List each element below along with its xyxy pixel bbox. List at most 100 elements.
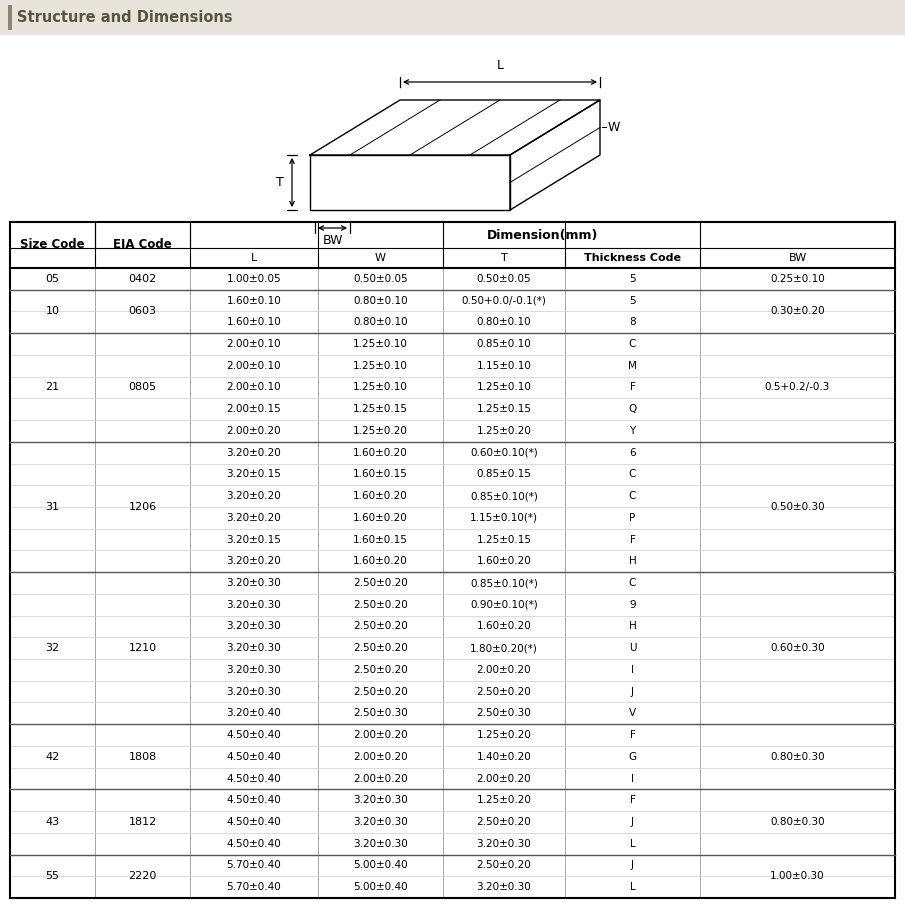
Text: 2.00±0.15: 2.00±0.15 [226,405,281,414]
Text: 5.00±0.40: 5.00±0.40 [353,882,408,892]
Text: 6: 6 [629,448,636,458]
Text: 0.50+0.0/-0.1(*): 0.50+0.0/-0.1(*) [462,296,547,306]
Text: 2.00±0.20: 2.00±0.20 [353,774,408,784]
Text: 2.00±0.20: 2.00±0.20 [353,730,408,740]
Text: Size Code: Size Code [20,239,85,252]
Text: 5.70±0.40: 5.70±0.40 [226,861,281,871]
Text: 0.25±0.10: 0.25±0.10 [770,274,824,284]
Text: 4.50±0.40: 4.50±0.40 [226,730,281,740]
Text: 1.80±0.20(*): 1.80±0.20(*) [470,643,538,653]
Text: 1.60±0.15: 1.60±0.15 [353,470,408,480]
Text: L: L [497,59,503,72]
Text: 4.50±0.40: 4.50±0.40 [226,795,281,805]
Text: Thickness Code: Thickness Code [584,253,681,263]
Text: J: J [631,861,634,871]
Text: 5: 5 [629,296,636,306]
Text: BW: BW [322,234,343,247]
Text: 0.30±0.20: 0.30±0.20 [770,307,824,317]
Text: 1.60±0.10: 1.60±0.10 [226,318,281,328]
Text: 3.20±0.30: 3.20±0.30 [226,687,281,697]
Text: I: I [631,774,634,784]
Text: 1.40±0.20: 1.40±0.20 [477,752,531,762]
Text: EIA Code: EIA Code [113,239,172,252]
Text: 5: 5 [629,274,636,284]
Text: 3.20±0.20: 3.20±0.20 [226,557,281,567]
Text: 3.20±0.30: 3.20±0.30 [353,795,408,805]
Text: 2.00±0.20: 2.00±0.20 [477,774,531,784]
Text: 1.25±0.20: 1.25±0.20 [477,795,531,805]
Text: Structure and Dimensions: Structure and Dimensions [17,10,233,25]
Text: 2.50±0.20: 2.50±0.20 [353,600,408,610]
Text: 3.20±0.20: 3.20±0.20 [226,513,281,523]
Text: C: C [629,470,636,480]
Text: L: L [630,839,635,849]
Text: 4.50±0.40: 4.50±0.40 [226,839,281,849]
Text: M: M [628,361,637,371]
Text: 0603: 0603 [129,307,157,317]
Text: 0.60±0.10(*): 0.60±0.10(*) [470,448,538,458]
Text: 0805: 0805 [129,383,157,393]
Text: 55: 55 [45,872,60,881]
Text: 1.60±0.15: 1.60±0.15 [353,535,408,545]
Text: Q: Q [628,405,636,414]
Text: V: V [629,709,636,719]
Text: 2.00±0.20: 2.00±0.20 [353,752,408,762]
Text: 1.25±0.10: 1.25±0.10 [477,383,531,393]
Text: 1210: 1210 [129,643,157,653]
Text: L: L [251,253,257,263]
Text: 4.50±0.40: 4.50±0.40 [226,752,281,762]
Bar [0,0,905,35]
Text: 4.50±0.40: 4.50±0.40 [226,817,281,827]
Text: 2.50±0.20: 2.50±0.20 [353,578,408,588]
Text: H: H [629,557,636,567]
Text: 3.20±0.30: 3.20±0.30 [226,643,281,653]
Text: 0.80±0.30: 0.80±0.30 [770,752,824,762]
Text: F: F [630,535,635,545]
Text: BW: BW [788,253,806,263]
Text: 0402: 0402 [129,274,157,284]
Text: G: G [628,752,636,762]
Text: 1.25±0.10: 1.25±0.10 [353,383,408,393]
Text: 1.25±0.15: 1.25±0.15 [477,535,531,545]
Text: 1.15±0.10(*): 1.15±0.10(*) [470,513,538,523]
Text: 2.50±0.20: 2.50±0.20 [353,665,408,675]
Text: 1.15±0.10: 1.15±0.10 [477,361,531,371]
Text: 1.00±0.05: 1.00±0.05 [226,274,281,284]
Text: P: P [629,513,635,523]
Text: 2.50±0.30: 2.50±0.30 [353,709,408,719]
Text: Dimension(mm): Dimension(mm) [487,228,598,242]
Text: 10: 10 [45,307,60,317]
Text: 1.25±0.10: 1.25±0.10 [353,361,408,371]
Text: 2.00±0.20: 2.00±0.20 [226,426,281,436]
Text: 1808: 1808 [129,752,157,762]
Text: 3.20±0.30: 3.20±0.30 [226,600,281,610]
Text: 1.25±0.15: 1.25±0.15 [477,405,531,414]
Text: 1.25±0.20: 1.25±0.20 [353,426,408,436]
Text: 05: 05 [45,274,60,284]
Text: H: H [629,622,636,632]
Text: 0.50±0.30: 0.50±0.30 [770,502,824,512]
Text: 3.20±0.30: 3.20±0.30 [353,817,408,827]
Text: 3.20±0.20: 3.20±0.20 [226,491,281,501]
Text: 32: 32 [45,643,60,653]
Text: L: L [630,882,635,892]
Text: 0.80±0.10: 0.80±0.10 [477,318,531,328]
Text: 1.25±0.15: 1.25±0.15 [353,405,408,414]
Text: 1812: 1812 [129,817,157,827]
Text: 0.60±0.30: 0.60±0.30 [770,643,824,653]
Text: 2.00±0.20: 2.00±0.20 [477,665,531,675]
Text: 2.50±0.20: 2.50±0.20 [477,687,531,697]
Text: F: F [630,795,635,805]
Text: 0.80±0.30: 0.80±0.30 [770,817,824,827]
Text: 3.20±0.30: 3.20±0.30 [226,665,281,675]
Text: 4.50±0.40: 4.50±0.40 [226,774,281,784]
Text: 2.50±0.20: 2.50±0.20 [353,643,408,653]
Text: 1.60±0.20: 1.60±0.20 [353,448,408,458]
Text: 2.50±0.20: 2.50±0.20 [477,861,531,871]
Text: 0.50±0.05: 0.50±0.05 [477,274,531,284]
Text: U: U [629,643,636,653]
Text: Y: Y [629,426,635,436]
Text: 43: 43 [45,817,60,827]
Text: 0.80±0.10: 0.80±0.10 [353,318,408,328]
Text: 0.85±0.10(*): 0.85±0.10(*) [470,578,538,588]
